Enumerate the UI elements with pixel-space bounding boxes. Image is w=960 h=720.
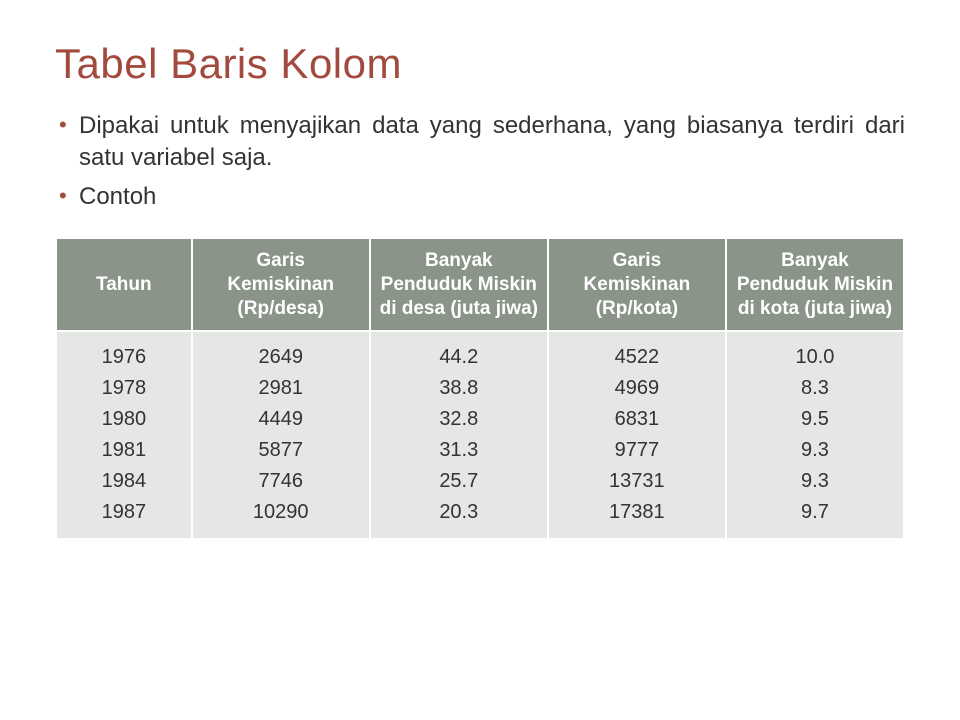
cell-tahun: 1976 1978 1980 1981 1984 1987	[56, 331, 192, 539]
slide-title: Tabel Baris Kolom	[55, 40, 905, 88]
col-header-tahun: Tahun	[56, 238, 192, 331]
cell-miskin-desa: 44.2 38.8 32.8 31.3 25.7 20.3	[370, 331, 548, 539]
cell-miskin-kota: 10.0 8.3 9.5 9.3 9.3 9.7	[726, 331, 904, 539]
cell-garis-desa: 2649 2981 4449 5877 7746 10290	[192, 331, 370, 539]
table-header-row: Tahun Garis Kemiskinan (Rp/desa) Banyak …	[56, 238, 904, 331]
col-header-garis-kota: Garis Kemiskinan (Rp/kota)	[548, 238, 726, 331]
col-header-garis-desa: Garis Kemiskinan (Rp/desa)	[192, 238, 370, 331]
bullet-item: Contoh	[55, 181, 905, 213]
bullet-item: Dipakai untuk menyajikan data yang seder…	[55, 110, 905, 175]
data-table: Tahun Garis Kemiskinan (Rp/desa) Banyak …	[55, 237, 905, 540]
bullet-list: Dipakai untuk menyajikan data yang seder…	[55, 110, 905, 213]
col-header-miskin-kota: Banyak Penduduk Miskin di kota (juta jiw…	[726, 238, 904, 331]
cell-garis-kota: 4522 4969 6831 9777 13731 17381	[548, 331, 726, 539]
col-header-miskin-desa: Banyak Penduduk Miskin di desa (juta jiw…	[370, 238, 548, 331]
table-row: 1976 1978 1980 1981 1984 1987 2649 2981 …	[56, 331, 904, 539]
